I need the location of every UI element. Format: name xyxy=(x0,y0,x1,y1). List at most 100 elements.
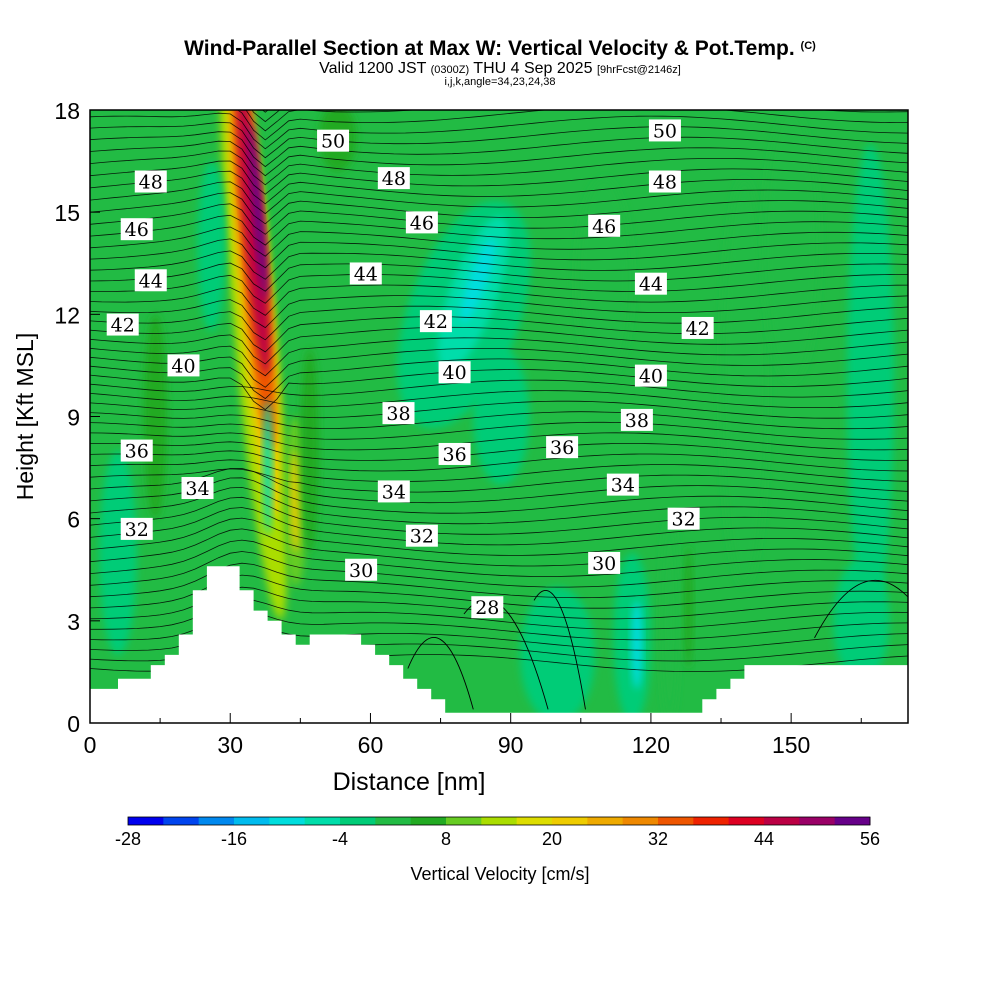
theta-label-text: 34 xyxy=(611,475,635,497)
theta-label-20: 36 xyxy=(438,442,471,466)
theta-label-13: 42 xyxy=(681,316,714,340)
theta-label-5: 46 xyxy=(120,218,153,241)
theta-label-text: 48 xyxy=(382,168,406,190)
theta-line-52 xyxy=(236,110,908,141)
w-feature-17 xyxy=(683,545,693,669)
chart-grid-info: i,j,k,angle=34,23,24,38 xyxy=(444,76,556,88)
colorbar-tick-label: 44 xyxy=(754,829,774,849)
colorbar-swatch-1 xyxy=(163,817,200,825)
theta-line-39 xyxy=(90,379,908,398)
theta-label-bg xyxy=(471,596,504,619)
theta-label-bg xyxy=(405,524,438,547)
colorbar-tick-label: -16 xyxy=(221,829,247,849)
theta-label-15: 40 xyxy=(438,361,471,384)
colorbar-label: Vertical Velocity [cm/s] xyxy=(410,864,589,884)
y-tick-label: 3 xyxy=(67,609,80,635)
theta-label-bg xyxy=(438,361,471,384)
theta-label-bg xyxy=(134,170,167,193)
theta-label-text: 40 xyxy=(443,362,467,384)
theta-label-bg xyxy=(648,119,681,142)
theta-label-text: 50 xyxy=(653,120,677,142)
colorbar-swatch-2 xyxy=(198,817,235,825)
w-feature-3 xyxy=(237,110,270,376)
theta-label-text: 46 xyxy=(410,212,434,234)
theta-line-38.5 xyxy=(90,390,908,409)
theta-label-17: 38 xyxy=(382,402,415,425)
theta-label-18: 38 xyxy=(620,408,653,432)
theta-label-19: 36 xyxy=(120,439,153,463)
colorbar-swatch-16 xyxy=(693,817,730,825)
theta-line-50.5 xyxy=(90,131,908,168)
theta-label-24: 34 xyxy=(606,473,639,497)
theta-line-53.5 xyxy=(261,110,269,113)
colorbar-swatch-7 xyxy=(375,817,412,825)
theta-line-51 xyxy=(90,121,908,159)
colorbar-swatch-3 xyxy=(234,817,270,825)
w-feature-21 xyxy=(721,178,768,587)
theta-label-text: 42 xyxy=(111,315,135,337)
theta-label-text: 46 xyxy=(592,216,616,238)
theta-label-bg xyxy=(377,480,410,503)
theta-label-text: 42 xyxy=(686,318,710,340)
w-feature-16 xyxy=(99,450,137,655)
theta-line-30.5 xyxy=(90,539,908,577)
colorbar-tick-label: -28 xyxy=(115,829,141,849)
theta-line-37.5 xyxy=(90,411,908,430)
theta-line-55 xyxy=(90,42,908,82)
w-feature-7 xyxy=(143,314,168,519)
theta-label-bg xyxy=(134,269,167,292)
theta-label-text: 30 xyxy=(349,560,373,582)
theta-label-text: 32 xyxy=(410,526,434,548)
theta-label-bg xyxy=(681,316,714,339)
theta-line-42 xyxy=(90,316,908,353)
theta-label-bg xyxy=(634,272,667,295)
w-feature-15 xyxy=(473,348,530,485)
theta-label-6: 46 xyxy=(405,211,438,234)
theta-line-54.5 xyxy=(90,53,908,93)
theta-line-54 xyxy=(90,63,908,102)
theta-label-text: 30 xyxy=(592,553,616,575)
theta-label-text: 36 xyxy=(443,444,467,466)
theta-line-36.5 xyxy=(90,432,908,451)
theta-label-3: 48 xyxy=(377,167,410,190)
w-neg-contour-2 xyxy=(533,590,586,710)
colorbar-tick-label: 20 xyxy=(542,829,562,849)
theta-label-bg xyxy=(606,473,639,496)
title-mark: (C) xyxy=(800,40,816,52)
x-tick-label: 0 xyxy=(84,732,97,758)
theta-label-bg xyxy=(120,439,153,462)
theta-line-42.5 xyxy=(90,305,908,341)
theta-label-text: 38 xyxy=(386,403,410,425)
theta-line-31.5 xyxy=(90,517,908,556)
theta-label-bg xyxy=(382,402,415,425)
theta-line-32 xyxy=(90,507,908,546)
theta-line-33 xyxy=(90,486,908,525)
theta-label-29: 30 xyxy=(588,551,621,575)
theta-label-text: 36 xyxy=(550,437,574,459)
colorbar-swatch-5 xyxy=(304,817,341,825)
x-tick-label: 120 xyxy=(632,732,670,758)
theta-label-25: 32 xyxy=(120,517,153,541)
theta-line-47 xyxy=(90,203,908,235)
theta-label-text: 44 xyxy=(639,274,663,296)
theta-line-40 xyxy=(90,358,908,400)
theta-label-12: 42 xyxy=(419,310,452,333)
theta-label-text: 32 xyxy=(125,519,149,541)
theta-line-49 xyxy=(90,160,908,195)
theta-label-text: 44 xyxy=(139,270,163,292)
colorbar-tick-label: -4 xyxy=(332,829,348,849)
theta-label-text: 42 xyxy=(424,311,448,333)
x-tick-label: 150 xyxy=(772,732,810,758)
theta-label-bg xyxy=(181,477,214,500)
theta-line-38 xyxy=(90,400,908,419)
w-neg-contour-3 xyxy=(814,580,908,639)
theta-label-text: 40 xyxy=(171,355,195,377)
theta-label-2: 48 xyxy=(134,170,167,194)
theta-line-45.5 xyxy=(90,238,908,269)
theta-label-text: 48 xyxy=(139,172,163,194)
y-tick-label: 15 xyxy=(54,200,80,226)
theta-line-48 xyxy=(90,181,908,215)
theta-label-bg xyxy=(106,313,139,336)
theta-label-bg xyxy=(588,214,621,237)
